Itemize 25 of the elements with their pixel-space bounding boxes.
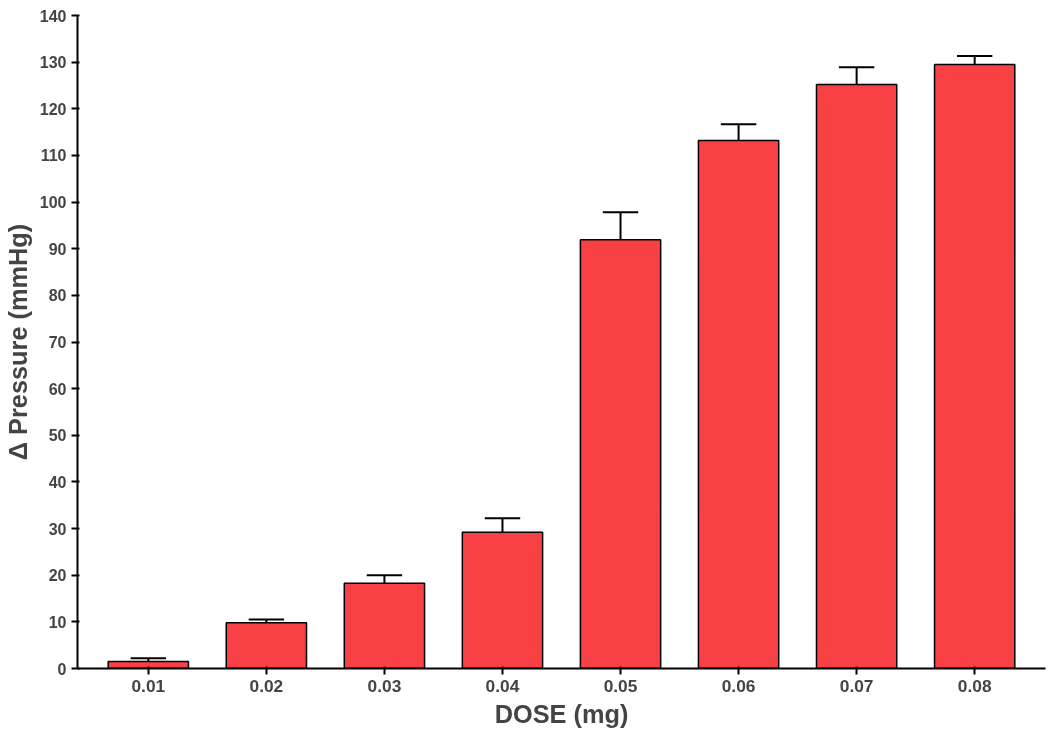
y-tick-label: 20	[48, 567, 67, 585]
y-axis-title: Δ Pressure (mmHg)	[3, 223, 32, 461]
x-tick-label: 0.06	[721, 675, 756, 696]
y-tick-label: 60	[48, 380, 67, 398]
x-tick-label: 0.01	[131, 675, 166, 696]
y-tick-label: 40	[48, 473, 67, 491]
y-tick-label: 90	[48, 240, 67, 258]
y-tick-label: 70	[48, 334, 67, 351]
x-tick-label: 0.05	[603, 675, 638, 696]
x-tick-label: 0.03	[367, 675, 402, 696]
x-tick-label: 0.02	[249, 675, 284, 696]
y-tick-label: 0	[57, 660, 67, 678]
x-axis-title: DOSE (mg)	[494, 699, 629, 728]
x-tick-label: 0.07	[839, 675, 874, 696]
y-tick-label: 140	[39, 7, 67, 25]
y-tick-label: 30	[48, 520, 67, 538]
y-tick-label: 110	[40, 147, 67, 165]
x-tick-label: 0.04	[485, 675, 520, 696]
y-tick-label: 10	[48, 613, 67, 631]
x-tick-label: 0.08	[957, 675, 992, 696]
y-tick-label: 100	[39, 194, 67, 212]
y-tick-label: 50	[48, 427, 67, 445]
y-tick-label: 130	[39, 54, 67, 72]
y-tick-label: 80	[48, 287, 67, 305]
y-tick-label: 120	[39, 100, 67, 118]
